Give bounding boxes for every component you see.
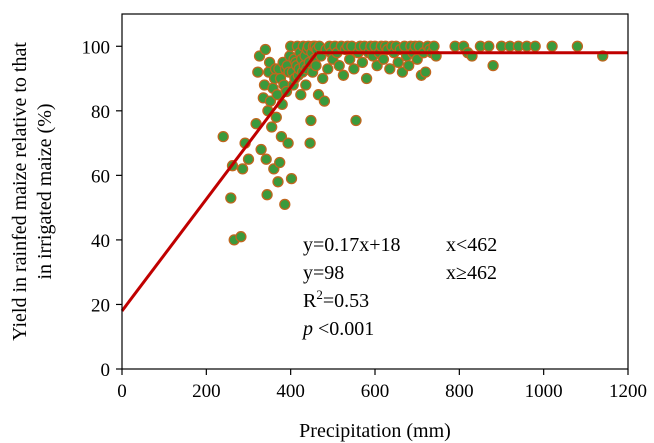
data-point xyxy=(429,41,439,51)
x-axis-title: Precipitation (mm) xyxy=(299,420,451,442)
x-tick-label: 200 xyxy=(192,381,221,402)
y-tick-label: 20 xyxy=(91,295,110,316)
data-point xyxy=(283,138,293,148)
data-point xyxy=(244,154,254,164)
data-point xyxy=(238,164,248,174)
data-point xyxy=(349,64,359,74)
data-point xyxy=(261,154,271,164)
x-tick-label: 400 xyxy=(276,381,305,402)
condition-1: x<462 xyxy=(446,234,497,256)
data-point xyxy=(484,41,494,51)
data-point xyxy=(572,41,582,51)
y-tick-label: 100 xyxy=(82,37,111,58)
data-point xyxy=(318,74,328,84)
data-point xyxy=(362,74,372,84)
p-value-rest: <0.001 xyxy=(313,318,374,340)
x-axis-ticks: 0 200 400 600 800 1000 1200 xyxy=(117,369,647,402)
data-point xyxy=(267,122,277,132)
data-point xyxy=(345,54,355,64)
y-tick-label: 40 xyxy=(91,231,110,252)
data-point xyxy=(393,57,403,67)
y-axis-title-line2: in irrigated maize (%) xyxy=(34,103,56,279)
data-point xyxy=(357,57,367,67)
data-point xyxy=(319,96,329,106)
data-point xyxy=(311,61,321,71)
y-axis-title: Yield in rainfed maize relative to that … xyxy=(9,42,56,341)
data-point xyxy=(530,41,540,51)
equation-2: y=98 xyxy=(303,262,344,284)
data-point xyxy=(301,80,311,90)
data-point xyxy=(378,54,388,64)
y-tick-label: 0 xyxy=(101,360,111,381)
data-point xyxy=(253,67,263,77)
data-point xyxy=(385,64,395,74)
data-point xyxy=(260,45,270,55)
data-point xyxy=(275,158,285,168)
x-tick-label: 600 xyxy=(361,381,390,402)
equation-1: y=0.17x+18 xyxy=(303,234,401,256)
data-point xyxy=(271,112,281,122)
data-point xyxy=(296,90,306,100)
r-squared: R2=0.53 xyxy=(303,287,369,312)
x-tick-label: 1200 xyxy=(609,381,647,402)
data-point xyxy=(351,116,361,126)
data-point xyxy=(226,193,236,203)
data-point xyxy=(488,61,498,71)
fit-line xyxy=(122,53,628,311)
p-value: p <0.001 xyxy=(301,318,374,340)
data-point xyxy=(323,64,333,74)
data-point xyxy=(236,232,246,242)
y-axis-title-line1: Yield in rainfed maize relative to that xyxy=(9,42,31,341)
data-point xyxy=(338,70,348,80)
data-point xyxy=(547,41,557,51)
x-tick-label: 1000 xyxy=(525,381,563,402)
y-axis-ticks: 0 20 40 60 80 100 xyxy=(82,37,123,381)
p-italic: p xyxy=(301,318,313,340)
regression-annotation: y=0.17x+18 x<462 y=98 x≥462 R2=0.53 p <0… xyxy=(301,234,497,340)
data-point xyxy=(305,138,315,148)
condition-2: x≥462 xyxy=(446,262,497,284)
data-point xyxy=(273,177,283,187)
data-point xyxy=(306,116,316,126)
r-squared-prefix: R xyxy=(303,290,317,312)
data-point xyxy=(262,190,272,200)
data-point xyxy=(256,145,266,155)
x-tick-label: 0 xyxy=(117,381,127,402)
data-points xyxy=(218,41,608,245)
y-tick-label: 80 xyxy=(91,102,110,123)
data-point xyxy=(421,67,431,77)
y-tick-label: 60 xyxy=(91,166,110,187)
data-point xyxy=(287,174,297,184)
r-squared-value: =0.53 xyxy=(323,290,369,312)
x-tick-label: 800 xyxy=(445,381,474,402)
data-point xyxy=(334,61,344,71)
data-point xyxy=(218,132,228,142)
data-point xyxy=(280,199,290,209)
data-point xyxy=(404,61,414,71)
